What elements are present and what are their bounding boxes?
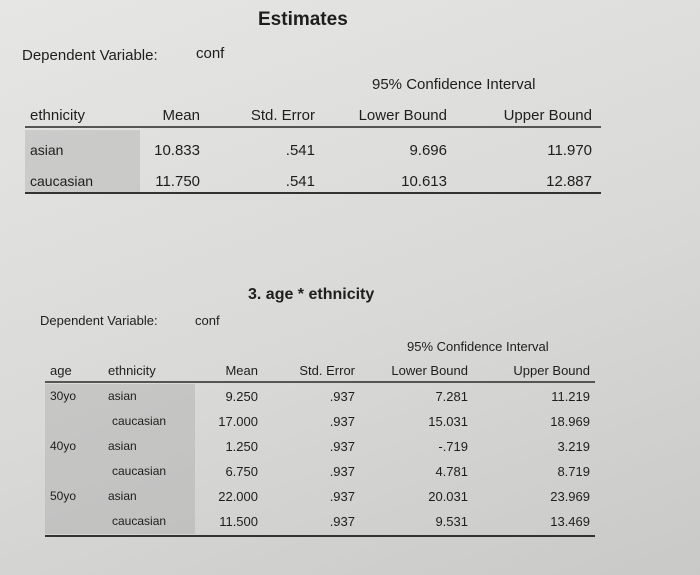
row-header: asian [108,489,137,503]
column-header: Mean [162,107,200,124]
cell: 17.000 [218,414,258,429]
column-header: Upper Bound [503,107,592,124]
column-header: Mean [225,363,258,378]
row-header: asian [108,389,137,403]
row-group: 50yo [50,489,77,503]
column-header: ethnicity [30,107,86,124]
column-header: age [50,363,72,378]
column-header: Std. Error [299,363,355,378]
ci-header: 95% Confidence Interval [407,339,549,354]
row-header: asian [30,142,64,158]
column-header: Upper Bound [513,363,590,378]
dependent-value: conf [196,45,225,62]
cell: 1.250 [225,439,258,454]
bottom-rule [45,535,595,537]
table-title: Estimates [258,9,348,30]
header-rule [45,381,595,383]
dependent-value: conf [195,313,220,328]
cell: 12.887 [546,173,592,190]
bottom-rule [25,192,601,194]
cell: .541 [285,142,315,159]
row-header: caucasian [30,173,94,189]
cell: 23.969 [550,489,590,504]
cell: .937 [329,389,355,404]
cell: 10.613 [401,173,447,190]
row-header: caucasian [112,464,167,478]
header-rule [25,126,601,128]
cell: 11.219 [551,389,590,404]
row-header-shade [25,130,140,192]
cell: 15.031 [428,414,468,429]
cell: 20.031 [428,489,468,504]
cell: 11.970 [547,142,592,159]
cell: .937 [329,489,355,504]
cell: 18.969 [550,414,590,429]
cell: 9.696 [409,142,447,159]
column-header: Std. Error [250,107,315,124]
cell: 9.250 [225,389,258,404]
cell: 10.833 [154,142,200,159]
cell: -.719 [438,439,468,454]
cell: 22.000 [218,489,258,504]
row-header: asian [108,439,137,453]
cell: 4.781 [435,464,468,479]
cell: 13.469 [550,514,590,529]
dependent-label: Dependent Variable: [22,47,158,64]
column-header: Lower Bound [358,107,447,124]
column-header: Lower Bound [391,363,468,378]
row-header: caucasian [112,414,167,428]
dependent-label: Dependent Variable: [40,313,158,328]
cell: 6.750 [225,464,258,479]
cell: .937 [329,439,355,454]
cell: 11.750 [155,173,200,190]
row-header: caucasian [112,514,167,528]
cell: .937 [329,414,355,429]
cell: .541 [285,173,315,190]
cell: 11.500 [219,514,258,529]
row-header-shade [45,384,195,534]
row-group: 40yo [50,439,77,453]
row-group: 30yo [50,389,77,403]
cell: 3.219 [557,439,590,454]
cell: .937 [329,464,355,479]
table-title: 3. age * ethnicity [248,286,375,303]
cell: 8.719 [557,464,590,479]
ci-header: 95% Confidence Interval [372,76,536,93]
cell: 7.281 [435,389,468,404]
cell: 9.531 [435,514,468,529]
cell: .937 [329,514,355,529]
column-header: ethnicity [108,363,156,378]
